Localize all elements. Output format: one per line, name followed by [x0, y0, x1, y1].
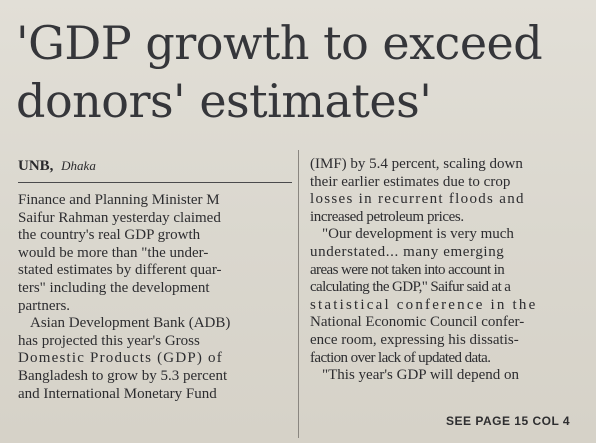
article-line: and International Monetary Fund [18, 385, 217, 402]
article-column-right: (IMF) by 5.4 percent, scaling down their… [310, 156, 588, 385]
article-line: Bangladesh to grow by 5.3 percent [18, 367, 228, 384]
byline-separator: , [49, 158, 54, 174]
article-line: Finance and Planning Minister M [18, 192, 220, 208]
article-line: calculating the GDP," Saifur said at a [310, 279, 511, 296]
headline: 'GDP growth to exceed donors' estimates' [16, 14, 586, 130]
article-line: partners. [18, 297, 71, 314]
column-divider [298, 150, 299, 438]
article-line: stated estimates by different quar- [18, 262, 222, 279]
article-line: ters" including the development [18, 279, 210, 296]
article-line: the country's real GDP growth [18, 227, 201, 244]
byline-agency: UNB [18, 158, 50, 174]
article-line: Asian Development Bank (ADB) [30, 315, 231, 332]
article-line: areas were not taken into account in [310, 261, 505, 278]
article-line: has projected this year's Gross [18, 332, 200, 349]
article-line: faction over lack of updated data. [310, 349, 491, 366]
headline-line-1: 'GDP growth to exceed [16, 16, 543, 70]
article-line: Saifur Rahman yesterday claimed [18, 209, 221, 226]
article-line: (IMF) by 5.4 percent, scaling down [310, 156, 523, 172]
article-line: ence room, expressing his dissatis- [310, 331, 519, 348]
article-line: understated... many emerging [310, 243, 505, 260]
article-column-left: Finance and Planning Minister M Saifur R… [18, 192, 294, 403]
article-line: would be more than "the under- [18, 244, 209, 261]
article-line: increased petroleum prices. [310, 208, 464, 225]
article-line: Domestic Products (GDP) of [18, 350, 223, 367]
article-line: losses in recurrent floods and [310, 191, 525, 208]
article-line: their earlier estimates due to crop [310, 173, 511, 190]
headline-line-2: donors' estimates' [16, 74, 432, 128]
byline-rule [18, 182, 292, 183]
article-line: "Our development is very much [322, 226, 514, 243]
article-line: "This year's GDP will depend on [322, 367, 519, 384]
continuation-note: SEE PAGE 15 COL 4 [446, 414, 571, 428]
article-line: statistical conference in the [310, 296, 538, 313]
byline: UNB, Dhaka [18, 158, 96, 175]
article-line: National Economic Council confer- [310, 314, 525, 331]
byline-place: Dhaka [61, 158, 96, 173]
